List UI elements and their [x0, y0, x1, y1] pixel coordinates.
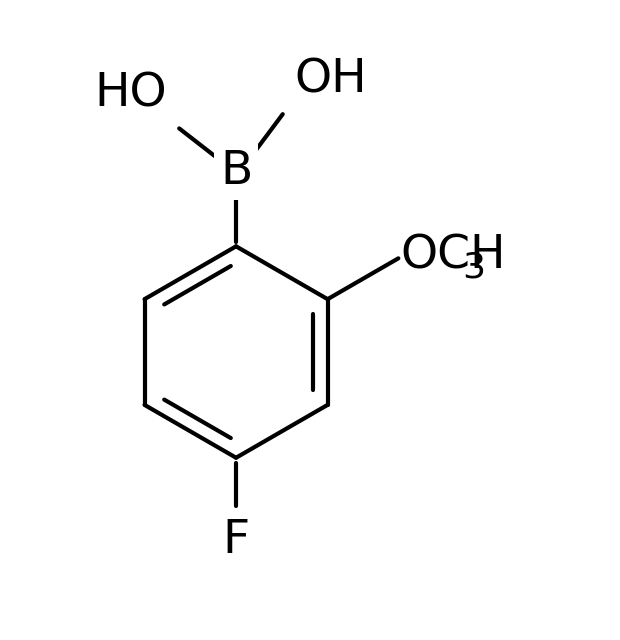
Text: B: B: [220, 149, 252, 195]
Text: F: F: [223, 518, 250, 563]
Text: OH: OH: [294, 57, 368, 102]
Text: OCH: OCH: [401, 234, 507, 278]
Text: 3: 3: [463, 251, 485, 285]
Text: HO: HO: [95, 72, 167, 116]
